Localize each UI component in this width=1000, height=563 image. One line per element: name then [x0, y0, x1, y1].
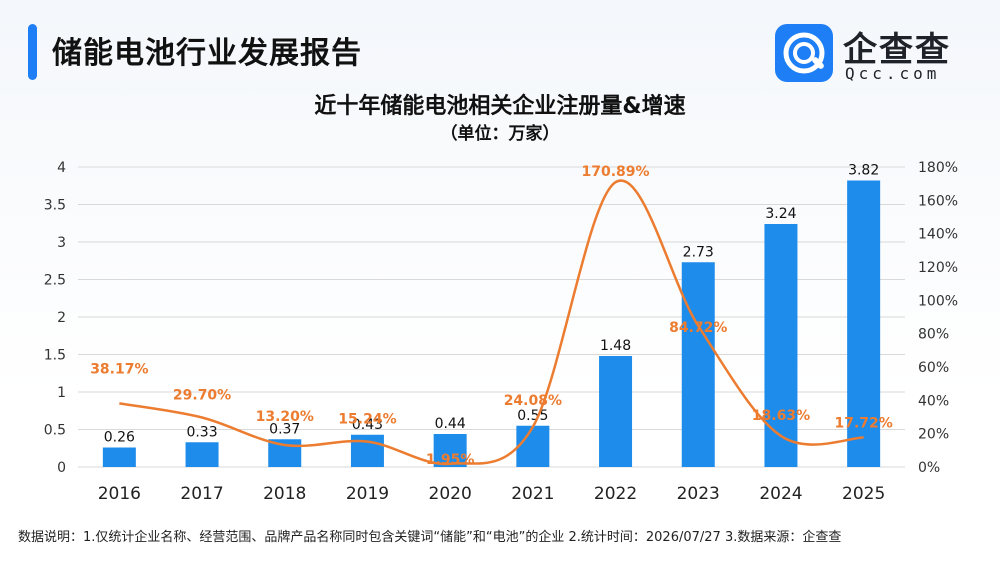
y-right-tick-label: 20%	[918, 427, 949, 443]
line-value-label: 84.72%	[669, 320, 727, 336]
x-tick-label: 2021	[511, 484, 554, 504]
y-right-tick-label: 80%	[918, 327, 949, 343]
line-value-label: 170.89%	[582, 164, 650, 180]
bar-value-label: 0.43	[352, 417, 383, 433]
bar-value-label: 0.44	[435, 416, 466, 432]
y-left-tick-label: 1.5	[44, 348, 66, 364]
x-tick-label: 2023	[677, 484, 720, 504]
bar	[102, 447, 136, 467]
line-value-label: 13.20%	[256, 409, 314, 425]
y-right-tick-label: 40%	[918, 393, 949, 409]
line-value-label: 1.95%	[426, 452, 475, 468]
qcc-logo-mark	[783, 32, 825, 74]
y-right-tick-label: 100%	[918, 293, 958, 309]
y-right-tick-label: 0%	[918, 460, 940, 476]
line-value-label: 18.63%	[752, 408, 810, 424]
growth-rate-line	[119, 179, 864, 466]
chart-subtitle: （单位：万家）	[440, 124, 560, 144]
bar	[350, 434, 384, 467]
bar-value-label: 3.24	[765, 206, 796, 222]
bar	[516, 425, 550, 467]
y-right-tick-label: 120%	[918, 260, 958, 276]
y-right-tick-label: 140%	[918, 227, 958, 243]
bar	[764, 224, 798, 467]
bar-value-label: 3.82	[848, 163, 879, 179]
x-tick-label: 2022	[594, 484, 637, 504]
y-right-tick-label: 160%	[918, 193, 958, 209]
y-left-tick-label: 3.5	[44, 198, 66, 214]
y-right-tick-label: 60%	[918, 360, 949, 376]
y-left-tick-label: 2.5	[44, 273, 66, 289]
y-left-tick-label: 1	[57, 385, 66, 401]
line-value-label: 29.70%	[173, 388, 231, 404]
y-left-tick-label: 0	[57, 460, 66, 476]
line-value-label: 17.72%	[834, 415, 892, 431]
bar-value-label: 0.55	[517, 408, 548, 424]
logo-wordmark: 企查查	[843, 30, 951, 70]
x-tick-label: 2016	[98, 484, 141, 504]
title-accent-bar	[28, 24, 37, 80]
x-tick-label: 2024	[759, 484, 802, 504]
bar-value-label: 0.37	[269, 421, 300, 437]
bar	[599, 356, 633, 467]
y-right-tick-label: 180%	[918, 160, 958, 176]
chart-title: 近十年储能电池相关企业注册量&增速	[314, 94, 686, 119]
bar-value-label: 0.33	[186, 424, 217, 440]
line-value-label: 24.08%	[504, 393, 562, 409]
logo-domain: Qcc.com	[845, 64, 941, 83]
qcc-logo: 企查查 Qcc.com	[775, 22, 985, 84]
bar-value-label: 2.73	[683, 244, 714, 260]
bar	[847, 180, 881, 467]
x-tick-label: 2019	[346, 484, 389, 504]
line-value-label: 38.17%	[90, 361, 148, 377]
bar	[433, 434, 467, 467]
qcc-logo-icon	[775, 24, 833, 82]
x-tick-label: 2025	[842, 484, 885, 504]
x-tick-label: 2018	[263, 484, 306, 504]
bar	[681, 262, 715, 467]
bar-value-label: 1.48	[600, 338, 631, 354]
y-left-tick-label: 0.5	[44, 423, 66, 439]
y-left-tick-label: 4	[57, 160, 66, 176]
x-tick-label: 2020	[429, 484, 472, 504]
y-left-tick-label: 3	[57, 235, 66, 251]
bar-value-label: 0.26	[104, 430, 135, 446]
line-value-label: 15.24%	[338, 412, 396, 428]
y-left-tick-label: 2	[57, 310, 66, 326]
bar	[185, 442, 219, 467]
report-title: 储能电池行业发展报告	[52, 36, 362, 71]
data-footnote: 数据说明：1.仅统计企业名称、经营范围、品牌产品名称同时包含关键词“储能”和“电…	[18, 530, 842, 545]
x-tick-label: 2017	[180, 484, 223, 504]
